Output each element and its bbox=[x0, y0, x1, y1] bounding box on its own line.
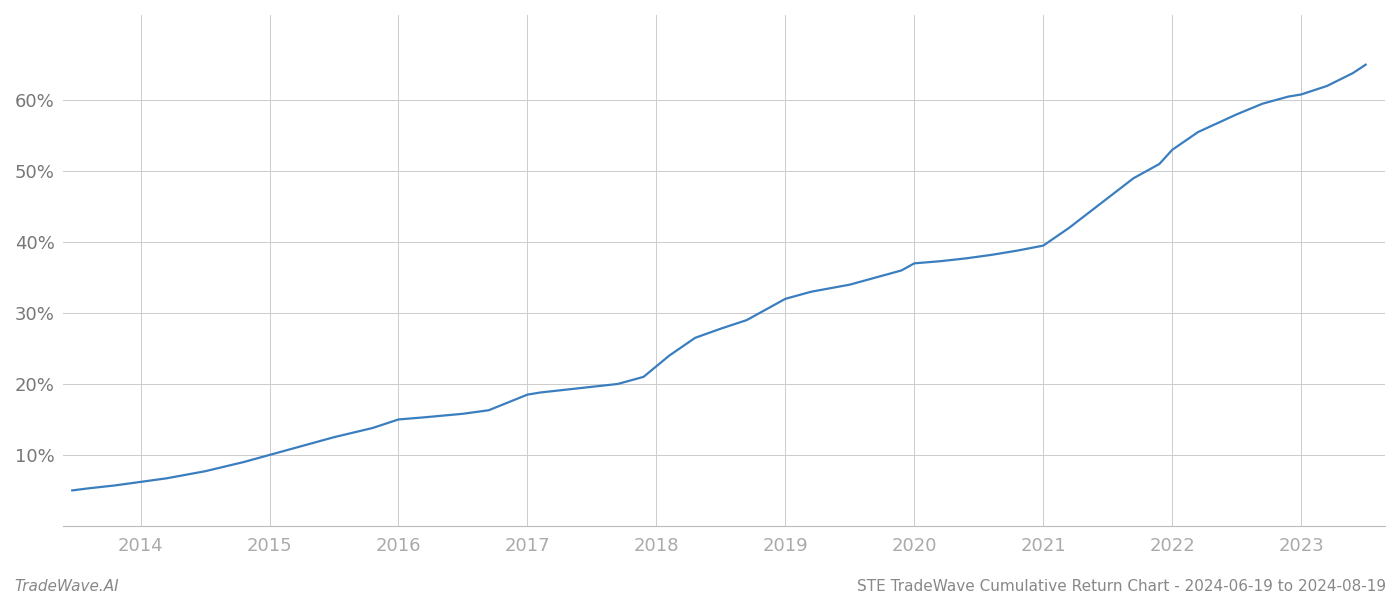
Text: STE TradeWave Cumulative Return Chart - 2024-06-19 to 2024-08-19: STE TradeWave Cumulative Return Chart - … bbox=[857, 579, 1386, 594]
Text: TradeWave.AI: TradeWave.AI bbox=[14, 579, 119, 594]
